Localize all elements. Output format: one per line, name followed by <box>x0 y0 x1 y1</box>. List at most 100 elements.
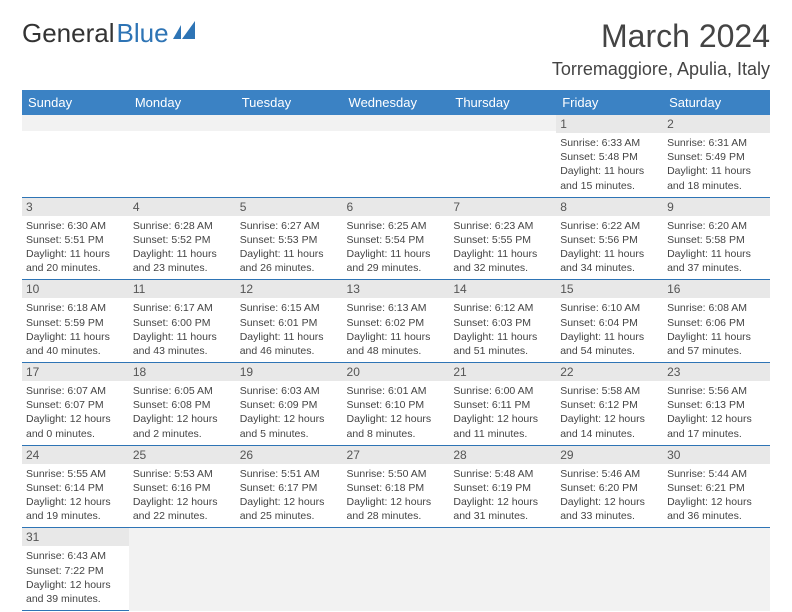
day-number: 1 <box>556 115 663 133</box>
day-content: Sunrise: 6:22 AMSunset: 5:56 PMDaylight:… <box>556 216 663 280</box>
day-cell: 21Sunrise: 6:00 AMSunset: 6:11 PMDayligh… <box>449 363 556 446</box>
day-cell-empty <box>22 115 129 197</box>
day-content: Sunrise: 5:50 AMSunset: 6:18 PMDaylight:… <box>343 464 450 528</box>
day-content: Sunrise: 5:58 AMSunset: 6:12 PMDaylight:… <box>556 381 663 445</box>
day-of-week-header: Thursday <box>449 90 556 115</box>
day-cell: 1Sunrise: 6:33 AMSunset: 5:48 PMDaylight… <box>556 115 663 197</box>
day-cell: 29Sunrise: 5:46 AMSunset: 6:20 PMDayligh… <box>556 445 663 528</box>
day-of-week-row: SundayMondayTuesdayWednesdayThursdayFrid… <box>22 90 770 115</box>
day-number: 7 <box>449 198 556 216</box>
empty-day-strip <box>22 115 129 131</box>
day-cell: 2Sunrise: 6:31 AMSunset: 5:49 PMDaylight… <box>663 115 770 197</box>
day-number: 17 <box>22 363 129 381</box>
calendar-week-row: 1Sunrise: 6:33 AMSunset: 5:48 PMDaylight… <box>22 115 770 197</box>
day-cell: 3Sunrise: 6:30 AMSunset: 5:51 PMDaylight… <box>22 197 129 280</box>
day-cell-empty <box>449 115 556 197</box>
calendar-table: SundayMondayTuesdayWednesdayThursdayFrid… <box>22 90 770 611</box>
day-number: 2 <box>663 115 770 133</box>
day-cell: 8Sunrise: 6:22 AMSunset: 5:56 PMDaylight… <box>556 197 663 280</box>
day-number: 8 <box>556 198 663 216</box>
day-cell-empty <box>129 528 236 611</box>
day-number: 27 <box>343 446 450 464</box>
logo-text-general: General <box>22 18 115 49</box>
flag-icon <box>173 21 201 46</box>
day-cell: 26Sunrise: 5:51 AMSunset: 6:17 PMDayligh… <box>236 445 343 528</box>
day-content: Sunrise: 6:03 AMSunset: 6:09 PMDaylight:… <box>236 381 343 445</box>
day-cell: 5Sunrise: 6:27 AMSunset: 5:53 PMDaylight… <box>236 197 343 280</box>
day-number: 10 <box>22 280 129 298</box>
day-of-week-header: Monday <box>129 90 236 115</box>
day-cell: 4Sunrise: 6:28 AMSunset: 5:52 PMDaylight… <box>129 197 236 280</box>
day-content: Sunrise: 6:31 AMSunset: 5:49 PMDaylight:… <box>663 133 770 197</box>
day-content: Sunrise: 6:28 AMSunset: 5:52 PMDaylight:… <box>129 216 236 280</box>
day-number: 18 <box>129 363 236 381</box>
day-content: Sunrise: 6:43 AMSunset: 7:22 PMDaylight:… <box>22 546 129 610</box>
day-cell-empty <box>343 528 450 611</box>
day-cell: 12Sunrise: 6:15 AMSunset: 6:01 PMDayligh… <box>236 280 343 363</box>
day-number: 21 <box>449 363 556 381</box>
day-of-week-header: Wednesday <box>343 90 450 115</box>
day-content: Sunrise: 6:18 AMSunset: 5:59 PMDaylight:… <box>22 298 129 362</box>
title-block: March 2024 Torremaggiore, Apulia, Italy <box>552 18 770 80</box>
day-number: 30 <box>663 446 770 464</box>
location: Torremaggiore, Apulia, Italy <box>552 59 770 80</box>
day-of-week-header: Sunday <box>22 90 129 115</box>
empty-day-strip <box>343 115 450 131</box>
day-cell-empty <box>236 115 343 197</box>
empty-day-strip <box>129 115 236 131</box>
day-number: 25 <box>129 446 236 464</box>
day-cell: 25Sunrise: 5:53 AMSunset: 6:16 PMDayligh… <box>129 445 236 528</box>
day-cell-empty <box>236 528 343 611</box>
header: GeneralBlue March 2024 Torremaggiore, Ap… <box>22 18 770 80</box>
day-number: 20 <box>343 363 450 381</box>
day-number: 26 <box>236 446 343 464</box>
day-cell: 13Sunrise: 6:13 AMSunset: 6:02 PMDayligh… <box>343 280 450 363</box>
empty-day-strip <box>449 115 556 131</box>
day-cell: 18Sunrise: 6:05 AMSunset: 6:08 PMDayligh… <box>129 363 236 446</box>
day-cell: 6Sunrise: 6:25 AMSunset: 5:54 PMDaylight… <box>343 197 450 280</box>
day-cell: 23Sunrise: 5:56 AMSunset: 6:13 PMDayligh… <box>663 363 770 446</box>
day-content: Sunrise: 6:33 AMSunset: 5:48 PMDaylight:… <box>556 133 663 197</box>
day-number: 9 <box>663 198 770 216</box>
day-number: 12 <box>236 280 343 298</box>
day-cell-empty <box>663 528 770 611</box>
day-number: 5 <box>236 198 343 216</box>
day-content: Sunrise: 6:27 AMSunset: 5:53 PMDaylight:… <box>236 216 343 280</box>
day-cell: 9Sunrise: 6:20 AMSunset: 5:58 PMDaylight… <box>663 197 770 280</box>
day-of-week-header: Saturday <box>663 90 770 115</box>
day-content: Sunrise: 6:25 AMSunset: 5:54 PMDaylight:… <box>343 216 450 280</box>
day-content: Sunrise: 6:07 AMSunset: 6:07 PMDaylight:… <box>22 381 129 445</box>
day-cell: 16Sunrise: 6:08 AMSunset: 6:06 PMDayligh… <box>663 280 770 363</box>
day-number: 6 <box>343 198 450 216</box>
calendar-body: 1Sunrise: 6:33 AMSunset: 5:48 PMDaylight… <box>22 115 770 611</box>
day-cell: 7Sunrise: 6:23 AMSunset: 5:55 PMDaylight… <box>449 197 556 280</box>
day-cell: 30Sunrise: 5:44 AMSunset: 6:21 PMDayligh… <box>663 445 770 528</box>
calendar-week-row: 31Sunrise: 6:43 AMSunset: 7:22 PMDayligh… <box>22 528 770 611</box>
month-title: March 2024 <box>552 18 770 55</box>
day-content: Sunrise: 5:55 AMSunset: 6:14 PMDaylight:… <box>22 464 129 528</box>
day-content: Sunrise: 5:56 AMSunset: 6:13 PMDaylight:… <box>663 381 770 445</box>
day-of-week-header: Friday <box>556 90 663 115</box>
day-content: Sunrise: 5:51 AMSunset: 6:17 PMDaylight:… <box>236 464 343 528</box>
day-cell: 10Sunrise: 6:18 AMSunset: 5:59 PMDayligh… <box>22 280 129 363</box>
day-number: 19 <box>236 363 343 381</box>
day-content: Sunrise: 6:08 AMSunset: 6:06 PMDaylight:… <box>663 298 770 362</box>
day-cell: 27Sunrise: 5:50 AMSunset: 6:18 PMDayligh… <box>343 445 450 528</box>
day-cell: 28Sunrise: 5:48 AMSunset: 6:19 PMDayligh… <box>449 445 556 528</box>
day-number: 11 <box>129 280 236 298</box>
day-content: Sunrise: 6:15 AMSunset: 6:01 PMDaylight:… <box>236 298 343 362</box>
day-number: 3 <box>22 198 129 216</box>
day-content: Sunrise: 6:30 AMSunset: 5:51 PMDaylight:… <box>22 216 129 280</box>
calendar-week-row: 3Sunrise: 6:30 AMSunset: 5:51 PMDaylight… <box>22 197 770 280</box>
day-number: 31 <box>22 528 129 546</box>
day-content: Sunrise: 6:23 AMSunset: 5:55 PMDaylight:… <box>449 216 556 280</box>
empty-day-strip <box>236 115 343 131</box>
day-cell: 24Sunrise: 5:55 AMSunset: 6:14 PMDayligh… <box>22 445 129 528</box>
calendar-week-row: 10Sunrise: 6:18 AMSunset: 5:59 PMDayligh… <box>22 280 770 363</box>
day-content: Sunrise: 5:48 AMSunset: 6:19 PMDaylight:… <box>449 464 556 528</box>
calendar-week-row: 24Sunrise: 5:55 AMSunset: 6:14 PMDayligh… <box>22 445 770 528</box>
day-content: Sunrise: 5:53 AMSunset: 6:16 PMDaylight:… <box>129 464 236 528</box>
day-content: Sunrise: 6:12 AMSunset: 6:03 PMDaylight:… <box>449 298 556 362</box>
day-cell: 14Sunrise: 6:12 AMSunset: 6:03 PMDayligh… <box>449 280 556 363</box>
day-number: 28 <box>449 446 556 464</box>
